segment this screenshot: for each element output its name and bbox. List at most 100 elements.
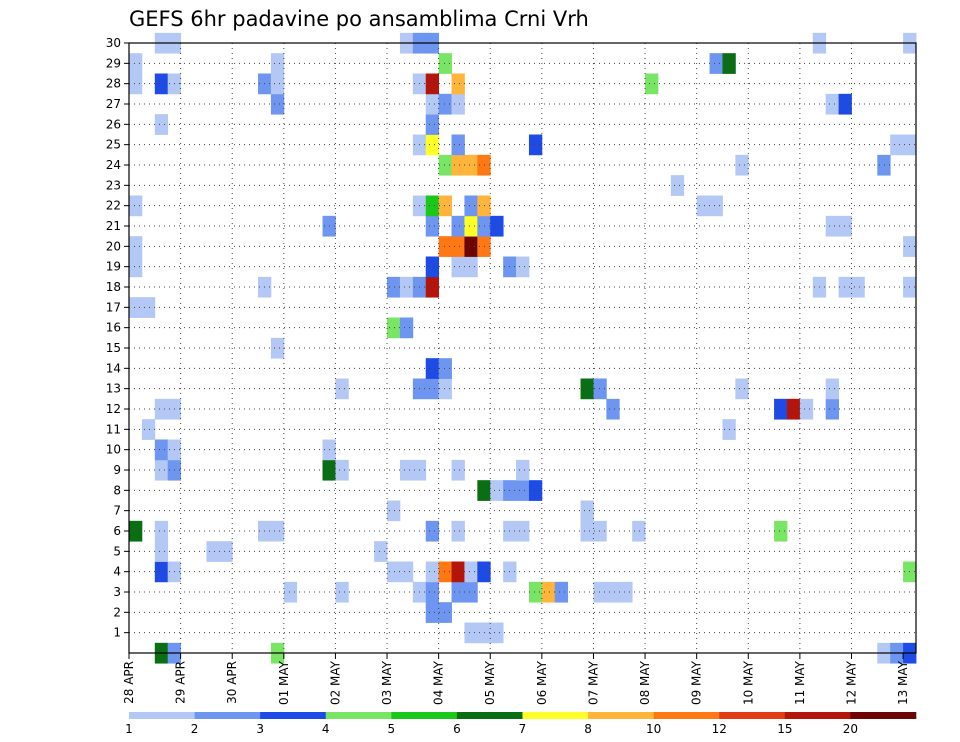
legend-swatch — [391, 712, 458, 719]
heatmap-cell — [490, 622, 504, 644]
heatmap-cell — [270, 53, 285, 74]
heatmap-cell — [709, 53, 723, 74]
y-tick-label: 23 — [106, 178, 121, 192]
legend-label: 15 — [777, 722, 792, 736]
heatmap-cell — [451, 215, 465, 237]
heatmap-cell — [129, 195, 143, 217]
y-tick-label: 22 — [106, 199, 121, 213]
heatmap-cell — [451, 561, 465, 583]
heatmap-cell — [425, 581, 440, 603]
heatmap-cell — [438, 358, 452, 379]
heatmap-cell — [838, 93, 852, 115]
y-tick-label: 17 — [106, 300, 121, 314]
heatmap-cell — [129, 297, 143, 318]
heatmap-cell — [425, 276, 440, 298]
y-tick-label: 4 — [113, 565, 121, 579]
plot-frame — [128, 42, 917, 654]
legend-swatch — [129, 712, 195, 719]
y-tick-label: 26 — [106, 117, 121, 131]
heatmap-cell — [477, 622, 491, 644]
heatmap-cell — [735, 154, 749, 176]
heatmap-cell — [786, 398, 801, 420]
heatmap-cell — [890, 134, 904, 156]
heatmap-cell — [541, 581, 556, 603]
heatmap-cell — [425, 358, 440, 379]
legend-label: 5 — [388, 722, 396, 736]
legend-swatch — [325, 712, 392, 719]
legend-swatch — [456, 712, 523, 719]
heatmap-cell — [129, 256, 143, 278]
heatmap-cell — [464, 256, 478, 278]
legend-swatch — [784, 712, 851, 719]
heatmap-cell — [670, 175, 685, 196]
x-tick-label: 04 MAY — [432, 660, 446, 705]
x-tick-label: 05 MAY — [483, 660, 497, 705]
heatmap-cell — [632, 520, 646, 542]
heatmap-cell — [425, 73, 440, 95]
legend-label: 3 — [256, 722, 264, 736]
heatmap-cell — [516, 256, 530, 278]
heatmap-cell — [838, 215, 852, 237]
heatmap-cell — [477, 236, 491, 257]
heatmap-cell — [580, 520, 594, 542]
heatmap-cell — [451, 520, 465, 542]
y-tick-label: 5 — [113, 544, 121, 558]
heatmap-cell — [425, 561, 440, 583]
legend-label: 2 — [191, 722, 199, 736]
heatmap-cell — [399, 561, 414, 583]
heatmap-cell — [425, 93, 440, 115]
x-tick-label: 12 MAY — [844, 660, 858, 705]
heatmap-cell — [425, 215, 440, 237]
y-tick-label: 27 — [106, 97, 121, 111]
heatmap-cell — [696, 195, 710, 217]
heatmap-cell — [425, 195, 440, 217]
y-tick-label: 3 — [113, 585, 121, 599]
heatmap-cell — [490, 215, 504, 237]
heatmap-cell — [554, 581, 569, 603]
chart-title: GEFS 6hr padavine po ansamblima Crni Vrh — [129, 7, 589, 31]
heatmap-cell — [425, 114, 440, 135]
heatmap-cell — [851, 276, 865, 298]
y-tick-label: 13 — [106, 382, 121, 396]
legend-label: 7 — [519, 722, 527, 736]
heatmap-cell — [425, 602, 440, 623]
y-tick-label: 7 — [113, 504, 121, 518]
legend-swatch — [588, 712, 654, 719]
heatmap-cell — [477, 480, 491, 501]
heatmap-cell — [606, 581, 620, 603]
legend-label: 8 — [584, 722, 592, 736]
heatmap-cell — [825, 378, 839, 400]
legend: 1 2 3 4 5 6 7 8 10 12 15 20 — [125, 712, 917, 736]
legend-label: 20 — [843, 722, 858, 736]
heatmap-cell — [154, 520, 169, 542]
heatmap-cell — [593, 378, 607, 400]
legend-swatch — [522, 712, 589, 719]
heatmap-cell — [438, 602, 452, 623]
heatmap-cell — [451, 236, 465, 257]
y-tick-label: 29 — [106, 56, 121, 70]
heatmap-cell — [399, 317, 414, 339]
heatmap-cell — [451, 93, 465, 115]
y-tick-label: 15 — [106, 341, 121, 355]
x-tick-label: 01 MAY — [277, 660, 291, 705]
heatmap-cell — [141, 419, 156, 440]
y-tick-label: 28 — [106, 77, 121, 91]
x-tick-label: 03 MAY — [380, 660, 394, 705]
legend-label: 4 — [322, 722, 330, 736]
heatmap-cell — [387, 317, 401, 339]
heatmap-cell — [399, 459, 414, 481]
heatmap-cell — [477, 195, 491, 217]
heatmap-cell — [154, 459, 169, 481]
heatmap-cell — [735, 378, 749, 400]
heatmap-cell — [129, 236, 143, 257]
y-tick-label: 21 — [106, 219, 121, 233]
heatmap-cell — [335, 581, 349, 603]
heatmap-cell — [438, 93, 452, 115]
y-tick-label: 20 — [106, 239, 121, 253]
heatmap-cell — [154, 398, 169, 420]
heatmap-cell — [154, 73, 169, 95]
heatmap-cell — [270, 520, 285, 542]
y-tick-label: 18 — [106, 280, 121, 294]
heatmap-cell — [451, 73, 465, 95]
heatmap-cell — [438, 195, 452, 217]
